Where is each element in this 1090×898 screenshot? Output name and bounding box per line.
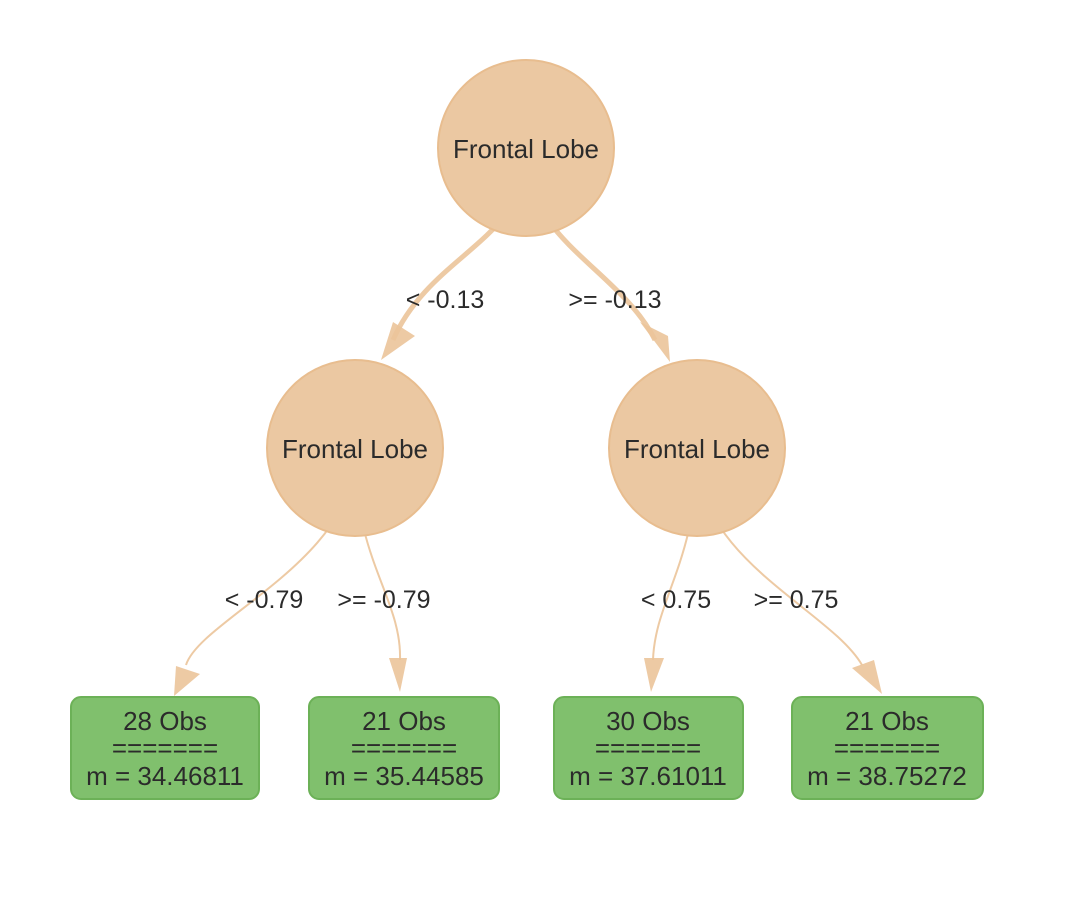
- leaf-4-separator: =======: [834, 733, 940, 763]
- edge-label-left-leaf2: >= -0.79: [337, 586, 430, 614]
- leaf-1-separator: =======: [112, 733, 218, 763]
- node-root-label: Frontal Lobe: [453, 134, 599, 164]
- leaf-2-separator: =======: [351, 733, 457, 763]
- edge-label-left-leaf1: < -0.79: [225, 586, 304, 614]
- edge-label-right-leaf4: >= 0.75: [754, 586, 839, 614]
- node-right: Frontal Lobe: [608, 359, 786, 537]
- edge-label-root-left: < -0.13: [406, 286, 485, 314]
- leaf-1-obs: 28 Obs: [123, 706, 207, 736]
- leaf-4-obs: 21 Obs: [845, 706, 929, 736]
- leaf-4-mean: m = 38.75272: [807, 761, 967, 791]
- leaf-1: 28 Obs ======= m = 34.46811: [70, 696, 260, 800]
- leaf-3: 30 Obs ======= m = 37.61011: [553, 696, 744, 800]
- leaf-3-separator: =======: [595, 733, 701, 763]
- node-left: Frontal Lobe: [266, 359, 444, 537]
- leaf-3-mean: m = 37.61011: [569, 761, 727, 791]
- edge-label-root-right: >= -0.13: [568, 286, 661, 314]
- leaf-4: 21 Obs ======= m = 38.75272: [791, 696, 984, 800]
- leaf-2-obs: 21 Obs: [362, 706, 446, 736]
- leaf-1-mean: m = 34.46811: [86, 761, 244, 791]
- edge-label-right-leaf3: < 0.75: [641, 586, 711, 614]
- node-right-label: Frontal Lobe: [624, 434, 770, 464]
- node-root: Frontal Lobe: [437, 59, 615, 237]
- node-left-label: Frontal Lobe: [282, 434, 428, 464]
- leaf-3-obs: 30 Obs: [606, 706, 690, 736]
- leaf-2: 21 Obs ======= m = 35.44585: [308, 696, 500, 800]
- leaf-2-mean: m = 35.44585: [324, 761, 484, 791]
